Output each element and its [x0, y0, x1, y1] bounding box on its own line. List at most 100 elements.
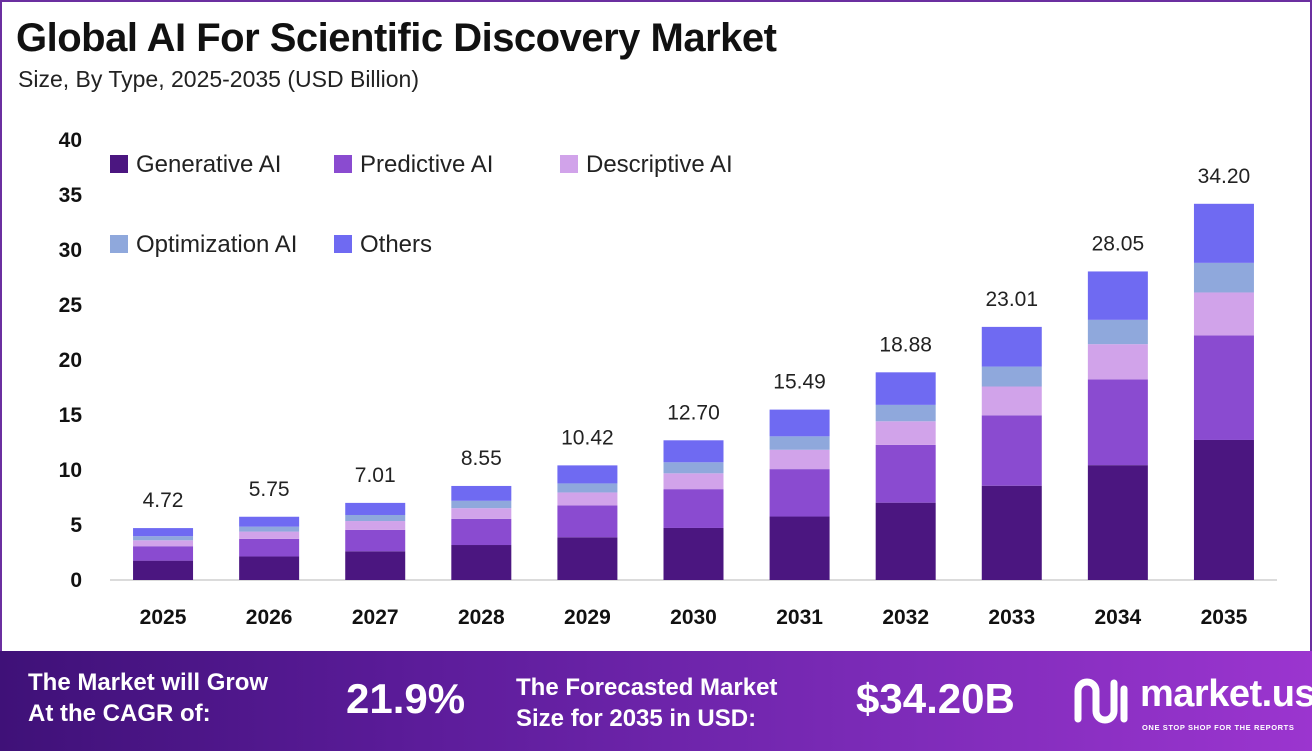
bar-segment-predictive-ai: [875, 444, 936, 503]
total-value-label: 10.42: [561, 426, 614, 449]
forecast-label-line1: The Forecasted Market: [516, 674, 778, 701]
bar-segment-generative-ai: [557, 537, 618, 580]
x-tick-label: 2033: [988, 606, 1035, 629]
bar-segment-optimization-ai: [663, 462, 724, 474]
bar-segment-others: [239, 516, 300, 527]
bar-segment-optimization-ai: [1087, 319, 1148, 345]
bar-segment-predictive-ai: [981, 415, 1042, 486]
bar-segment-predictive-ai: [239, 538, 300, 557]
y-tick-label: 0: [70, 569, 82, 592]
summary-footer: The Market will Grow At the CAGR of: 21.…: [0, 651, 1312, 751]
x-tick-label: 2031: [776, 606, 823, 629]
chart-title: Global AI For Scientific Discovery Marke…: [16, 16, 777, 60]
bar-segment-generative-ai: [769, 516, 830, 580]
y-tick-label: 25: [59, 294, 83, 317]
legend-swatch: [560, 155, 578, 173]
y-tick-label: 30: [59, 239, 82, 262]
bar-segment-descriptive-ai: [981, 386, 1042, 416]
chart-subtitle: Size, By Type, 2025-2035 (USD Billion): [18, 66, 419, 92]
total-value-label: 7.01: [355, 464, 396, 487]
bar-segment-descriptive-ai: [769, 449, 830, 470]
bar-segment-generative-ai: [663, 527, 724, 580]
cagr-label-line2: At the CAGR of:: [28, 700, 211, 727]
bar-segment-others: [451, 485, 512, 501]
bar-segment-descriptive-ai: [451, 508, 512, 519]
legend-label: Generative AI: [136, 151, 281, 178]
bar-segment-others: [769, 409, 830, 437]
bar-segment-others: [1193, 203, 1254, 263]
x-tick-label: 2035: [1201, 606, 1248, 629]
x-tick-label: 2029: [564, 606, 611, 629]
x-tick-label: 2034: [1095, 606, 1142, 629]
bar-segment-others: [663, 440, 724, 463]
cagr-label: The Market will Grow At the CAGR of:: [28, 667, 268, 729]
bar-segment-descriptive-ai: [875, 421, 936, 445]
total-value-label: 8.55: [461, 447, 502, 470]
bar-segment-generative-ai: [133, 560, 194, 580]
bar-segment-others: [875, 372, 936, 405]
bar-segment-predictive-ai: [345, 529, 406, 552]
legend-swatch: [110, 155, 128, 173]
bar-segment-generative-ai: [981, 485, 1042, 580]
bar-segment-generative-ai: [451, 545, 512, 580]
bar-segment-others: [1087, 271, 1148, 320]
total-value-label: 18.88: [879, 333, 932, 356]
bar-segment-optimization-ai: [345, 514, 406, 522]
bar-segment-descriptive-ai: [1193, 292, 1254, 336]
bar-segment-descriptive-ai: [133, 540, 194, 547]
x-tick-label: 2025: [140, 606, 187, 629]
total-value-label: 5.75: [249, 478, 290, 501]
bar-segment-predictive-ai: [133, 546, 194, 561]
total-value-label: 28.05: [1092, 232, 1145, 255]
y-tick-label: 10: [59, 459, 82, 482]
bar-segment-descriptive-ai: [1087, 344, 1148, 380]
bar-segment-generative-ai: [1193, 439, 1254, 580]
total-value-label: 23.01: [985, 288, 1038, 311]
total-value-label: 12.70: [667, 401, 720, 424]
bar-segment-predictive-ai: [451, 518, 512, 546]
bar-segment-optimization-ai: [875, 404, 936, 422]
legend-label: Others: [360, 231, 432, 258]
bar-segment-optimization-ai: [557, 483, 618, 493]
legend-label: Descriptive AI: [586, 151, 733, 178]
cagr-label-line1: The Market will Grow: [28, 669, 269, 696]
bar-segment-generative-ai: [1087, 465, 1148, 580]
bar-segment-generative-ai: [875, 502, 936, 580]
legend-label: Optimization AI: [136, 231, 297, 258]
bar-segment-descriptive-ai: [345, 521, 406, 530]
stacked-bar-chart: 05101520253035404.7220255.7520267.012027…: [59, 129, 1277, 629]
forecast-label: The Forecasted Market Size for 2035 in U…: [516, 672, 777, 734]
bar-segment-predictive-ai: [1087, 379, 1148, 466]
bar-segment-optimization-ai: [451, 500, 512, 509]
bar-segment-descriptive-ai: [557, 492, 618, 506]
brand-tagline: ONE STOP SHOP FOR THE REPORTS: [1142, 723, 1295, 732]
legend-swatch: [110, 235, 128, 253]
brand-name: market.us: [1140, 673, 1312, 715]
legend-swatch: [334, 155, 352, 173]
bar-segment-predictive-ai: [1193, 335, 1254, 440]
total-value-label: 15.49: [773, 371, 826, 394]
bar-segment-predictive-ai: [769, 469, 830, 517]
y-tick-label: 5: [70, 514, 82, 537]
bar-segment-generative-ai: [345, 551, 406, 580]
forecast-label-line2: Size for 2035 in USD:: [516, 705, 757, 732]
bar-segment-others: [345, 502, 406, 515]
total-value-label: 4.72: [143, 489, 184, 512]
y-tick-label: 35: [59, 184, 83, 207]
x-tick-label: 2028: [458, 606, 505, 629]
bar-segment-generative-ai: [239, 556, 300, 580]
x-tick-label: 2030: [670, 606, 717, 629]
x-tick-label: 2027: [352, 606, 399, 629]
cagr-value: 21.9%: [346, 675, 466, 722]
y-tick-label: 20: [59, 349, 82, 372]
bar-segment-optimization-ai: [239, 526, 300, 532]
bar-segment-others: [981, 326, 1042, 367]
legend-label: Predictive AI: [360, 151, 493, 178]
x-tick-label: 2026: [246, 606, 293, 629]
market-us-logo-icon: [1074, 678, 1128, 724]
bar-segment-others: [133, 528, 194, 537]
bar-segment-others: [557, 465, 618, 484]
bar-segment-optimization-ai: [981, 366, 1042, 387]
bar-segment-optimization-ai: [133, 536, 194, 541]
